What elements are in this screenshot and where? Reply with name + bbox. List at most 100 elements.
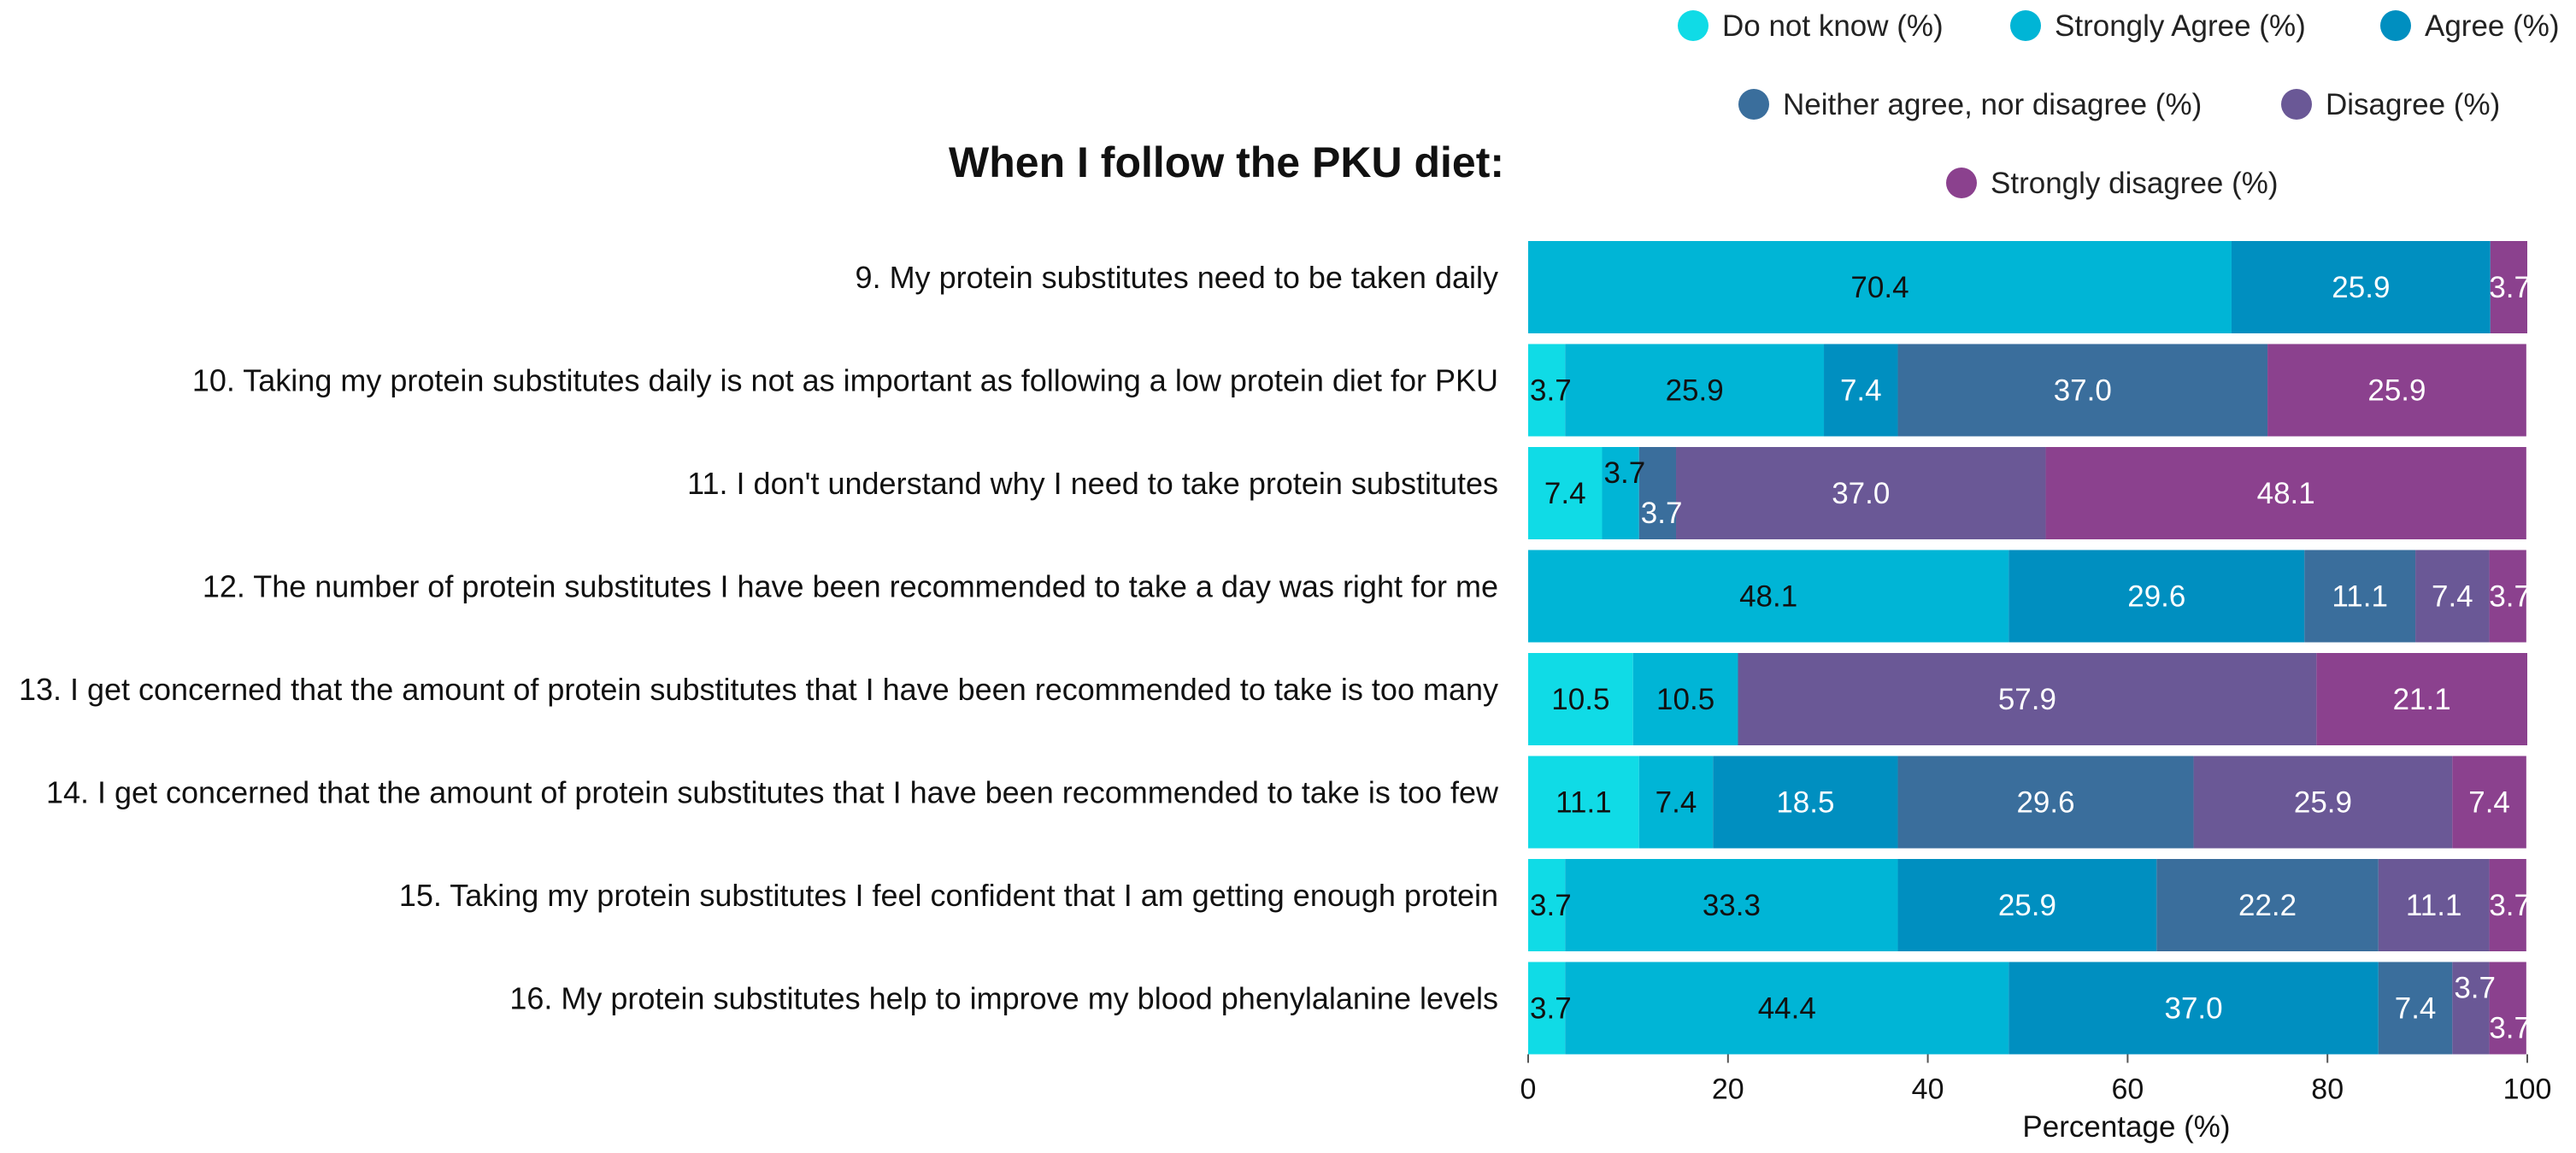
- bar-segment: [2415, 550, 2490, 643]
- legend-swatch: [2281, 89, 2312, 120]
- x-tick-label: 80: [2311, 1074, 2344, 1106]
- legend-item[interactable]: Do not know (%): [1678, 9, 1944, 43]
- bar-row-5: 13. I get concerned that the amount of p…: [19, 653, 2527, 745]
- x-tick-label: 20: [1712, 1074, 1744, 1106]
- data-label: 70.4: [1850, 271, 1908, 304]
- bar-segment: [2489, 550, 2526, 643]
- bar-segment: [1897, 756, 2194, 849]
- data-label: 29.6: [2127, 580, 2185, 614]
- data-label: 3.7: [1530, 889, 1572, 922]
- bar-segment: [2008, 550, 2305, 643]
- x-axis-label: Percentage (%): [2022, 1110, 2230, 1144]
- bar-segment: [2378, 859, 2490, 951]
- chart-legend: Do not know (%) Strongly Agree (%) Agree (…: [1678, 9, 2560, 200]
- category-label: 10. Taking my protein substitutes daily …: [192, 363, 1498, 398]
- bar-segment: [1897, 344, 2268, 437]
- bar-row-8: 16. My protein substitutes help to impro…: [509, 962, 2531, 1055]
- data-label: 22.2: [2238, 889, 2297, 922]
- bar-segment: [1632, 653, 1738, 745]
- data-label: 33.3: [1703, 889, 1761, 922]
- bar-segment: [1528, 859, 1566, 951]
- bar-segment: [2490, 241, 2527, 333]
- legend-item[interactable]: Agree (%): [2380, 9, 2560, 43]
- data-label: 3.7: [1530, 992, 1572, 1026]
- legend-item[interactable]: Strongly Agree (%): [2010, 9, 2306, 43]
- bar-segment: [2489, 962, 2526, 1055]
- legend-swatch: [2010, 10, 2041, 41]
- data-label: 3.7: [2489, 1012, 2531, 1045]
- bar-segment: [2193, 756, 2453, 849]
- bar-row-7: 15. Taking my protein substitutes I feel…: [399, 859, 2531, 951]
- bar-segment: [2378, 962, 2453, 1055]
- data-label: 3.7: [1530, 374, 1572, 408]
- bar-segment: [2156, 859, 2379, 951]
- data-label: 3.7: [1641, 497, 1683, 530]
- x-tick-label: 100: [2503, 1074, 2552, 1106]
- bar-segment: [2452, 756, 2526, 849]
- x-axis: 0 20 40 60 80 100: [1520, 1054, 2552, 1106]
- data-label: 7.4: [2432, 580, 2473, 614]
- data-label: 37.0: [1832, 477, 1890, 510]
- data-label: 11.1: [2406, 889, 2462, 922]
- legend-item[interactable]: Neither agree, nor disagree (%): [1738, 88, 2202, 121]
- chart-rows: 9. My protein substitutes need to be tak…: [19, 241, 2531, 1055]
- bar-segment: [2231, 241, 2491, 333]
- bar-segment: [1528, 344, 1566, 437]
- data-label: 11.1: [1556, 786, 1612, 820]
- data-label: 21.1: [2393, 683, 2451, 716]
- bar-segment: [1528, 550, 2009, 643]
- bar-segment: [1638, 447, 1677, 539]
- legend-label: Strongly Agree (%): [2055, 9, 2306, 43]
- data-label: 7.4: [1840, 374, 1882, 408]
- data-label: 44.4: [1758, 992, 1816, 1026]
- legend-swatch: [1678, 10, 1709, 41]
- legend-item[interactable]: Strongly disagree (%): [1946, 167, 2279, 200]
- bar-row-4: 12. The number of protein substitutes I …: [203, 550, 2531, 643]
- data-label: 37.0: [2164, 992, 2222, 1026]
- bar-segment: [2045, 447, 2526, 539]
- bar-segment: [1528, 241, 2232, 333]
- category-label: 15. Taking my protein substitutes I feel…: [399, 878, 1498, 913]
- bar-segment: [1897, 859, 2157, 951]
- data-label: 3.7: [2454, 972, 2496, 1005]
- legend-label: Neither agree, nor disagree (%): [1783, 88, 2202, 121]
- category-label: 12. The number of protein substitutes I …: [203, 569, 1498, 604]
- bar-segment: [1528, 653, 1633, 745]
- chart-title: When I follow the PKU diet:: [949, 138, 1504, 186]
- bar-segment: [1676, 447, 2046, 539]
- legend-label: Do not know (%): [1722, 9, 1944, 43]
- bar-segment: [2008, 962, 2379, 1055]
- bar-segment: [1565, 962, 2009, 1055]
- legend-swatch: [1738, 89, 1769, 120]
- data-label: 3.7: [2489, 889, 2531, 922]
- x-tick-label: 0: [1520, 1074, 1537, 1106]
- bar-segment: [2452, 962, 2490, 1055]
- legend-label: Agree (%): [2425, 9, 2560, 43]
- legend-label: Disagree (%): [2326, 88, 2500, 121]
- category-label: 14. I get concerned that the amount of p…: [46, 775, 1499, 810]
- data-label: 3.7: [1604, 456, 1646, 490]
- data-label: 25.9: [1666, 374, 1724, 408]
- legend-swatch: [1946, 168, 1977, 198]
- data-label: 48.1: [2257, 477, 2315, 510]
- data-label: 18.5: [1776, 786, 1834, 820]
- x-tick-label: 40: [1912, 1074, 1944, 1106]
- bar-segment: [1528, 962, 1566, 1055]
- bar-segment: [2489, 859, 2526, 951]
- data-label: 3.7: [2489, 580, 2531, 614]
- data-label: 25.9: [2367, 374, 2426, 408]
- legend-swatch: [2380, 10, 2411, 41]
- category-label: 11. I don't understand why I need to tak…: [687, 466, 1498, 501]
- legend-item[interactable]: Disagree (%): [2281, 88, 2500, 121]
- bar-segment: [2267, 344, 2526, 437]
- data-label: 29.6: [2016, 786, 2074, 820]
- bar-segment: [1565, 859, 1898, 951]
- data-label: 7.4: [1544, 477, 1586, 510]
- data-label: 3.7: [2489, 271, 2531, 304]
- bar-segment: [1565, 344, 1825, 437]
- bar-segment: [2316, 653, 2527, 745]
- bar-row-2: 10. Taking my protein substitutes daily …: [192, 344, 2526, 437]
- bar-segment: [1713, 756, 1898, 849]
- x-tick-label: 60: [2111, 1074, 2144, 1106]
